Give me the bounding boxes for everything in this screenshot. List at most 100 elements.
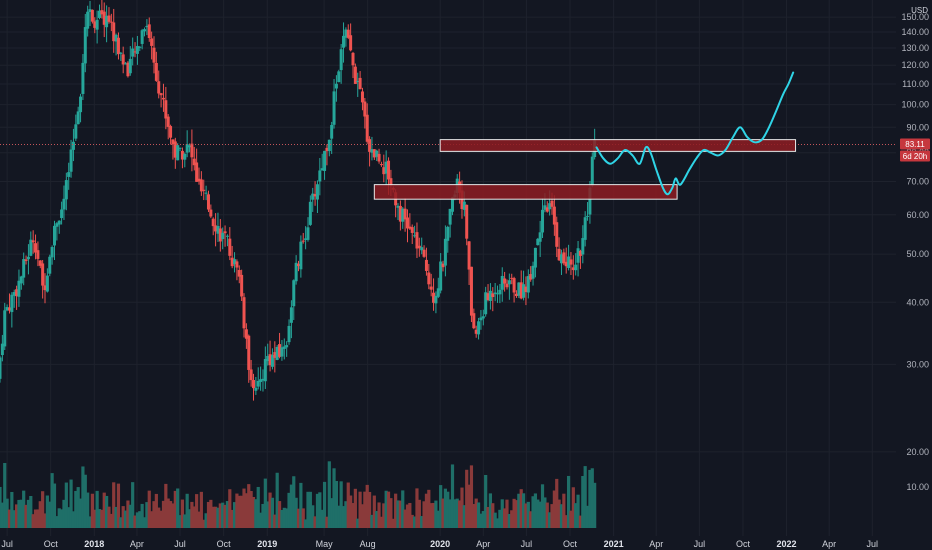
candle-body <box>70 150 73 172</box>
candle-body <box>285 345 288 347</box>
candle-body <box>380 164 383 165</box>
price-tick-label: 90.00 <box>906 122 929 132</box>
candle-body <box>32 240 35 242</box>
month-tick-label: Oct <box>44 539 59 549</box>
candle-body <box>427 273 430 285</box>
candle-body <box>240 275 243 297</box>
candle-body <box>60 209 63 218</box>
candle-body <box>569 259 572 264</box>
candle-body <box>302 241 305 242</box>
candle-body <box>349 35 352 50</box>
candle-body <box>169 126 172 138</box>
candle-body <box>574 265 577 271</box>
countdown-label: 6d 20h <box>903 152 927 161</box>
month-tick-label: Jul <box>694 539 706 549</box>
candle-body <box>351 53 354 65</box>
candle-body <box>183 154 186 160</box>
zone-rect[interactable] <box>440 140 795 152</box>
candle-body <box>235 261 238 267</box>
candle-body <box>333 91 336 124</box>
candle-body <box>243 297 246 328</box>
candle-body <box>553 207 556 225</box>
candle-body <box>51 247 54 257</box>
candle-body <box>378 154 381 162</box>
candle-body <box>221 233 224 239</box>
candle-body <box>318 170 321 181</box>
candle-body <box>96 20 99 30</box>
candle-body <box>152 48 155 63</box>
candle-body <box>482 316 485 318</box>
candle-body <box>48 257 51 274</box>
candle-body <box>91 10 94 22</box>
candle-body <box>207 194 210 209</box>
month-tick-label: May <box>316 539 334 549</box>
volume-bar <box>593 483 596 528</box>
candle-body <box>119 53 122 54</box>
candle-body <box>22 259 25 278</box>
month-tick-label: Apr <box>130 539 144 549</box>
candle-body <box>309 202 312 225</box>
candle-body <box>359 78 362 89</box>
candle-body <box>205 193 208 194</box>
month-tick-label: Jul <box>867 539 879 549</box>
price-tick-label: 20.00 <box>906 447 929 457</box>
price-tick-label: 100.00 <box>901 100 929 110</box>
candle-body <box>150 38 153 45</box>
candle-body <box>288 326 291 342</box>
candle-body <box>330 125 333 139</box>
month-tick-label: Oct <box>736 539 751 549</box>
candle-body <box>36 250 39 259</box>
price-tick-label: 30.00 <box>906 359 929 369</box>
candle-body <box>190 144 193 158</box>
candle-body <box>323 151 326 171</box>
price-tick-label: 120.00 <box>901 60 929 70</box>
candle-body <box>10 295 13 312</box>
candle-body <box>423 250 426 257</box>
price-tick-label: 130.00 <box>901 43 929 53</box>
price-tick-label: 140.00 <box>901 27 929 37</box>
candle-body <box>129 59 132 73</box>
candle-body <box>470 267 473 316</box>
candle-body <box>465 205 468 239</box>
candle-body <box>250 369 253 380</box>
price-tick-label: 150.00 <box>901 12 929 22</box>
candle-body <box>539 232 542 241</box>
candle-body <box>264 359 267 381</box>
candle-body <box>328 140 331 151</box>
candle-body <box>446 227 449 241</box>
time-axis[interactable]: Jul Oct 2018 Apr Jul Oct 2019 May Aug 2020 Apr Jul O… <box>1 539 878 549</box>
candle-body <box>122 54 125 64</box>
candle-body <box>541 210 544 233</box>
candle-body <box>247 336 250 370</box>
candle-body <box>335 84 338 89</box>
candle-body <box>77 111 80 124</box>
candle-body <box>53 226 56 246</box>
year-tick-label: 2022 <box>777 539 797 549</box>
zone-rect[interactable] <box>374 185 677 200</box>
price-tick-label: 70.00 <box>906 177 929 187</box>
candle-body <box>148 24 151 38</box>
candle-body <box>65 180 68 199</box>
price-tick-label: 50.00 <box>906 249 929 259</box>
candle-body <box>252 380 255 388</box>
candle-body <box>81 63 84 94</box>
candle-body <box>157 81 160 93</box>
candle-body <box>366 115 369 142</box>
candle-body <box>498 290 501 294</box>
candle-body <box>41 263 44 285</box>
candle-body <box>200 179 203 191</box>
year-tick-label: 2020 <box>430 539 450 549</box>
month-tick-label: Oct <box>563 539 578 549</box>
candle-body <box>179 148 182 149</box>
candle-body <box>551 201 554 207</box>
candle-body <box>86 12 89 29</box>
candle-body <box>337 71 340 82</box>
candle-body <box>581 238 584 254</box>
candle-body <box>58 221 61 225</box>
candle-body <box>444 239 447 266</box>
candle-body <box>209 210 212 217</box>
candle-body <box>162 98 165 100</box>
candle-body <box>176 145 179 160</box>
candle-body <box>143 29 146 31</box>
